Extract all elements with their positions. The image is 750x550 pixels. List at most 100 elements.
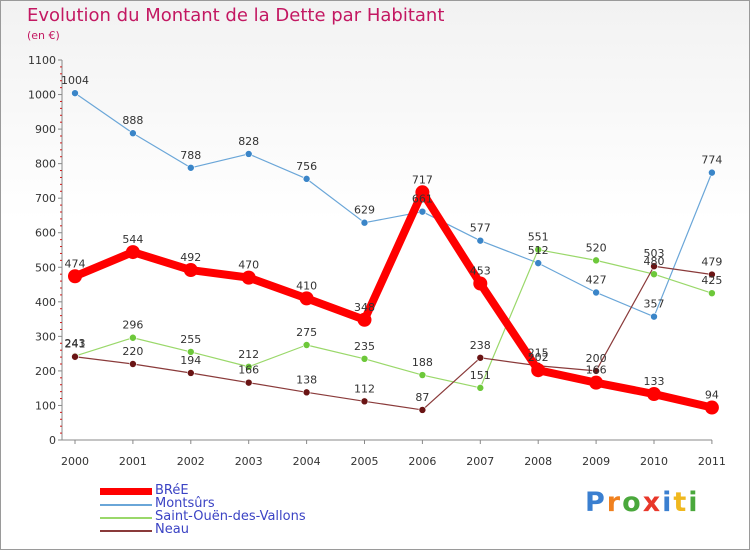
data-label: 166 <box>586 364 607 377</box>
data-label: 717 <box>412 173 433 186</box>
logo-letter: t <box>673 487 689 518</box>
data-label: 544 <box>122 233 143 246</box>
data-point-2 <box>650 270 658 278</box>
data-point-2 <box>129 333 137 342</box>
data-point-3 <box>708 270 716 279</box>
y-tick-label: 700 <box>35 192 56 205</box>
legend-swatch-bree <box>100 488 152 495</box>
data-label: 479 <box>701 256 722 269</box>
data-label: 241 <box>65 338 86 351</box>
data-label: 474 <box>65 257 86 270</box>
legend-label-montsurs: Montsûrs <box>155 496 215 511</box>
data-point-1 <box>708 168 716 177</box>
x-tick-label: 2010 <box>640 455 668 468</box>
y-tick-label: 400 <box>35 296 56 309</box>
data-label: 774 <box>701 154 722 167</box>
data-point-2 <box>708 289 716 297</box>
data-label: 512 <box>528 244 549 257</box>
data-point-3 <box>129 360 137 368</box>
data-label: 629 <box>354 204 375 217</box>
logo-letter: r <box>606 487 623 518</box>
data-label: 220 <box>122 345 143 358</box>
data-point-2 <box>418 371 427 379</box>
x-tick-label: 2003 <box>235 455 263 468</box>
data-point-0 <box>299 291 314 306</box>
data-point-2 <box>302 341 311 349</box>
data-label: 188 <box>412 356 433 369</box>
legend-label-saint-ouen: Saint-Ouën-des-Vallons <box>155 509 306 524</box>
data-label: 87 <box>415 391 429 404</box>
logo-letter: o <box>622 487 643 518</box>
series-line-0 <box>71 188 716 412</box>
data-label: 215 <box>528 347 549 360</box>
legend-swatch-montsurs <box>100 504 152 506</box>
data-point-3 <box>650 262 658 271</box>
x-tick-label: 2007 <box>466 455 494 468</box>
data-label: 520 <box>586 241 607 254</box>
series-lines <box>68 89 719 415</box>
y-tick-label: 500 <box>35 261 56 274</box>
data-label: 480 <box>644 255 665 268</box>
data-point-2 <box>360 355 369 363</box>
logo-letter: x <box>642 487 663 518</box>
data-point-3 <box>476 353 485 362</box>
data-label: 357 <box>644 298 665 311</box>
data-label: 427 <box>586 273 607 286</box>
data-point-0 <box>589 375 604 390</box>
data-label: 255 <box>180 333 201 346</box>
data-label: 94 <box>705 389 719 402</box>
logo-letter: i <box>662 487 674 518</box>
data-point-2 <box>592 256 600 265</box>
data-label: 296 <box>122 319 143 332</box>
data-point-2 <box>244 362 253 371</box>
x-tick-label: 2009 <box>582 455 610 468</box>
data-label: 410 <box>296 279 317 292</box>
series-line-1 <box>74 92 713 318</box>
data-point-0 <box>357 312 372 327</box>
data-label: 828 <box>238 135 259 148</box>
y-tick-label: 1000 <box>28 89 56 102</box>
data-point-1 <box>592 288 600 297</box>
data-label: 453 <box>470 265 491 278</box>
data-label: 138 <box>296 373 317 386</box>
logo-letter: P <box>585 487 607 518</box>
data-point-1 <box>71 89 79 97</box>
data-label: 888 <box>122 114 143 127</box>
x-tick-label: 2004 <box>293 455 321 468</box>
data-point-3 <box>71 352 79 361</box>
y-tick-label: 800 <box>35 158 56 171</box>
data-point-0 <box>531 363 546 378</box>
data-label: 470 <box>238 259 259 272</box>
y-tick-label: 300 <box>35 330 56 343</box>
data-point-1 <box>129 129 137 138</box>
data-point-1 <box>244 150 253 158</box>
data-point-2 <box>187 348 195 356</box>
x-tick-label: 2001 <box>119 455 147 468</box>
data-labels: 474 544 492 470 410 348 717 453 202 166 133 94 1004 8… <box>61 74 722 404</box>
data-point-0 <box>68 269 82 284</box>
series-line-3 <box>74 265 713 411</box>
axes: 0 100 200 300 400 500 600 700 800 900 1000 1100 2000… <box>28 54 726 468</box>
logo-letter: i <box>688 487 700 518</box>
data-point-3 <box>244 378 253 387</box>
y-tick-label: 200 <box>35 365 56 378</box>
data-label: 425 <box>701 274 722 287</box>
data-label: 202 <box>528 351 549 364</box>
x-tick-label: 2006 <box>408 455 436 468</box>
data-point-0 <box>647 387 661 402</box>
data-point-0 <box>473 276 488 291</box>
data-label: 503 <box>644 247 665 260</box>
data-point-2 <box>534 245 543 254</box>
data-point-3 <box>592 367 600 375</box>
y-tick-label: 1100 <box>28 54 56 67</box>
x-tick-label: 2008 <box>524 455 552 468</box>
x-tick-label: 2011 <box>698 455 726 468</box>
data-label: 551 <box>528 231 549 244</box>
data-point-0 <box>241 270 256 285</box>
data-label: 200 <box>586 352 607 365</box>
data-label: 1004 <box>61 74 89 87</box>
data-point-3 <box>187 369 195 377</box>
data-label: 661 <box>412 193 433 206</box>
